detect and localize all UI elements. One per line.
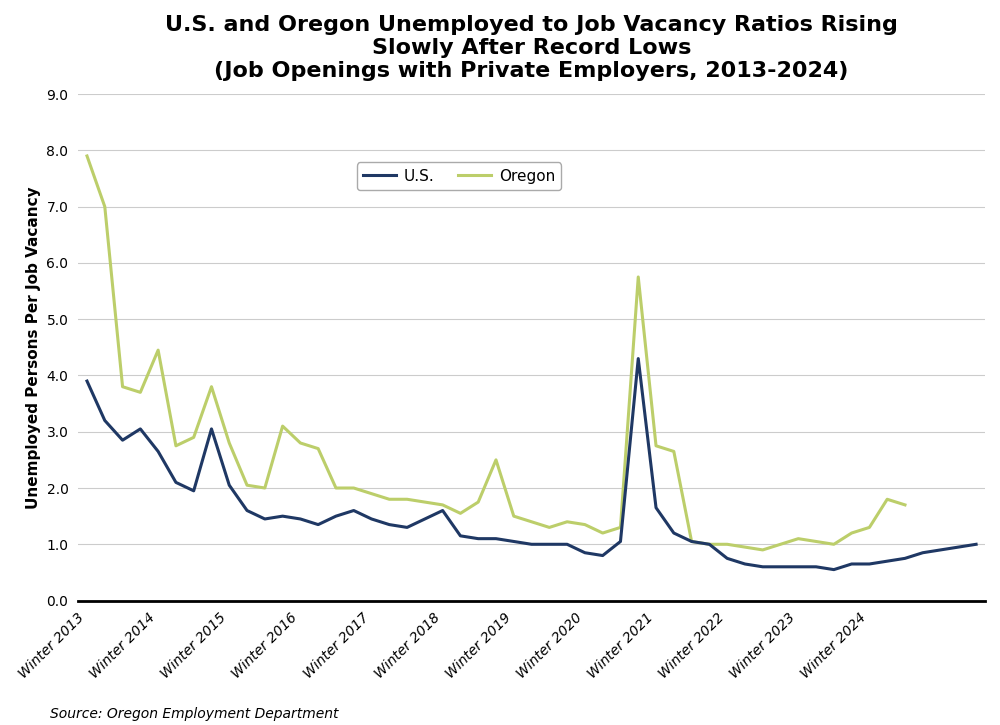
Oregon — [828, 540, 840, 549]
Oregon — [579, 521, 591, 529]
Oregon — [383, 495, 395, 504]
U.S. — [952, 543, 964, 552]
Oregon — [614, 523, 626, 531]
Oregon — [294, 439, 306, 447]
Oregon — [241, 481, 253, 489]
Oregon — [99, 202, 111, 211]
U.S. — [81, 377, 93, 386]
Oregon — [632, 273, 644, 281]
Oregon — [757, 546, 769, 555]
Oregon — [419, 498, 431, 507]
Oregon — [846, 529, 858, 537]
U.S. — [366, 515, 378, 523]
Oregon — [223, 439, 235, 447]
Oregon — [561, 518, 573, 526]
Oregon — [703, 540, 715, 549]
Oregon — [739, 543, 751, 552]
U.S. — [739, 560, 751, 568]
Legend: U.S., Oregon: U.S., Oregon — [357, 162, 561, 190]
Oregon — [721, 540, 733, 549]
Oregon — [81, 152, 93, 160]
Oregon — [472, 498, 484, 507]
Y-axis label: Unemployed Persons Per Job Vacancy: Unemployed Persons Per Job Vacancy — [26, 186, 41, 509]
Oregon — [330, 484, 342, 492]
Line: U.S.: U.S. — [87, 359, 976, 570]
Oregon — [454, 509, 466, 518]
Oregon — [152, 346, 164, 355]
Oregon — [170, 442, 182, 450]
Oregon — [775, 540, 787, 549]
Oregon — [134, 388, 146, 397]
Oregon — [650, 442, 662, 450]
Oregon — [188, 433, 200, 442]
Oregon — [348, 484, 360, 492]
Oregon — [543, 523, 555, 531]
U.S. — [348, 506, 360, 515]
U.S. — [277, 512, 289, 521]
Oregon — [899, 500, 911, 509]
Oregon — [366, 489, 378, 498]
Oregon — [526, 518, 538, 526]
Oregon — [259, 484, 271, 492]
Oregon — [117, 382, 129, 391]
Oregon — [508, 512, 520, 521]
U.S. — [686, 537, 698, 546]
Oregon — [277, 422, 289, 431]
Oregon — [881, 495, 893, 504]
U.S. — [632, 355, 644, 363]
Oregon — [668, 447, 680, 456]
Oregon — [863, 523, 875, 531]
Oregon — [401, 495, 413, 504]
Oregon — [792, 534, 804, 543]
U.S. — [828, 566, 840, 574]
Oregon — [686, 537, 698, 546]
Title: U.S. and Oregon Unemployed to Job Vacancy Ratios Rising
Slowly After Record Lows: U.S. and Oregon Unemployed to Job Vacanc… — [165, 15, 898, 81]
Oregon — [597, 529, 609, 537]
Text: Source: Oregon Employment Department: Source: Oregon Employment Department — [50, 707, 338, 721]
Line: Oregon: Oregon — [87, 156, 905, 550]
Oregon — [312, 444, 324, 453]
Oregon — [205, 382, 217, 391]
Oregon — [490, 455, 502, 464]
Oregon — [437, 500, 449, 509]
U.S. — [970, 540, 982, 549]
Oregon — [810, 537, 822, 546]
